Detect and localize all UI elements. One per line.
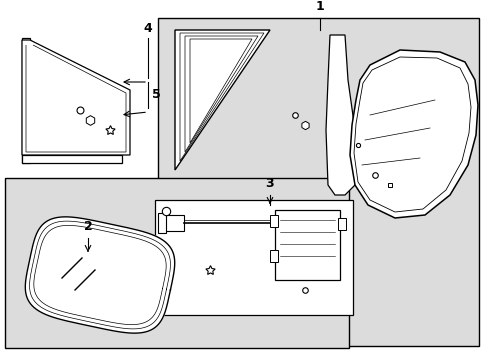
Polygon shape — [22, 40, 130, 155]
Bar — [158, 18, 478, 346]
Bar — [337, 218, 346, 230]
Bar — [22, 38, 30, 163]
Text: 4: 4 — [143, 22, 152, 35]
Text: 3: 3 — [265, 177, 274, 190]
Polygon shape — [325, 35, 354, 195]
Polygon shape — [349, 50, 477, 218]
Text: 2: 2 — [83, 220, 92, 233]
Bar — [269, 215, 278, 227]
Polygon shape — [175, 30, 269, 170]
Bar — [162, 215, 183, 231]
Bar — [269, 250, 278, 262]
Bar — [158, 213, 165, 233]
Text: 1: 1 — [315, 0, 324, 13]
Text: 5: 5 — [152, 89, 161, 102]
Polygon shape — [25, 217, 174, 333]
Bar — [22, 155, 122, 163]
Bar — [5, 178, 348, 348]
Bar — [155, 200, 352, 315]
Bar — [274, 210, 339, 280]
